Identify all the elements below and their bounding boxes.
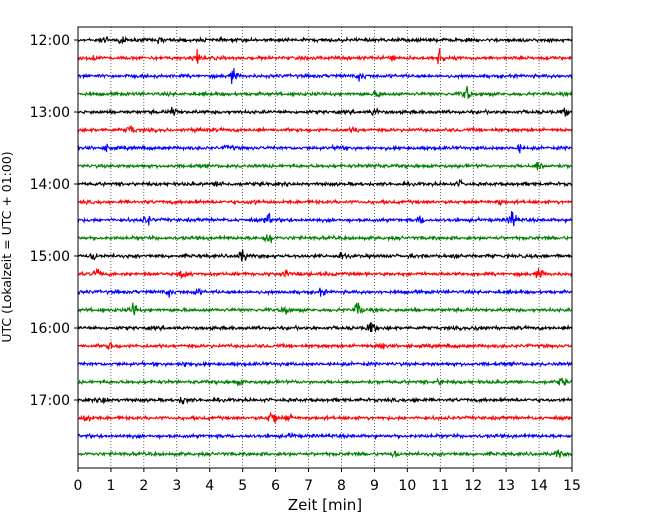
trace-1615 [77,340,573,351]
trace-1430 [77,210,573,227]
x-tick-label: 9 [370,478,379,494]
trace-1445 [77,234,573,244]
trace-1245 [77,85,573,99]
trace-1645 [77,377,573,386]
trace-1230 [77,68,573,85]
trace-1730 [77,431,573,441]
y-tick-label: 12:00 [30,33,70,49]
x-axis: 0 1 2 3 4 5 6 7 8 9 10 11 12 13 14 15 [74,468,581,494]
x-tick-label: 13 [497,478,515,494]
trace-1315 [77,124,573,135]
y-tick-label: 17:00 [30,393,70,409]
x-tick-label: 14 [530,478,548,494]
y-tick-label: 15:00 [30,249,70,265]
y-tick-label: 16:00 [30,321,70,337]
x-tick-label: 8 [337,478,346,494]
plot-frame [77,26,573,469]
x-tick-label: 3 [172,478,181,494]
x-tick-label: 0 [74,478,83,494]
trace-1700 [77,396,573,405]
x-tick-label: 12 [464,478,482,494]
trace-1330 [77,143,573,154]
trace-1215 [77,48,573,65]
trace-1745 [77,449,573,459]
trace-1545 [77,302,573,316]
x-tick-label: 6 [271,478,280,494]
trace-1400 [77,178,573,188]
trace-1345 [77,161,573,171]
trace-1600 [77,322,573,333]
trace-1630 [77,360,573,368]
trace-1415 [77,198,573,206]
y-tick-label: 13:00 [30,105,70,121]
x-axis-label: Zeit [min] [288,496,362,514]
trace-1515 [77,267,573,280]
x-tick-label: 10 [398,478,416,494]
x-tick-label: 1 [106,478,115,494]
x-tick-label: 7 [304,478,313,494]
x-tick-label: 15 [563,478,581,494]
trace-1200 [77,35,573,45]
y-axis: 12:00 13:00 14:00 15:00 16:00 17:00 [30,33,78,409]
trace-1715 [77,411,573,424]
x-tick-label: 11 [431,478,449,494]
trace-1300 [77,106,573,117]
traces [77,35,573,459]
y-axis-label: UTC (Lokalzeit = UTC + 01:00) [0,151,14,342]
x-tick-label: 4 [205,478,214,494]
trace-1530 [77,287,573,298]
x-tick-label: 2 [139,478,148,494]
y-tick-label: 14:00 [30,177,70,193]
x-tick-label: 5 [238,478,247,494]
trace-1500 [77,249,573,262]
